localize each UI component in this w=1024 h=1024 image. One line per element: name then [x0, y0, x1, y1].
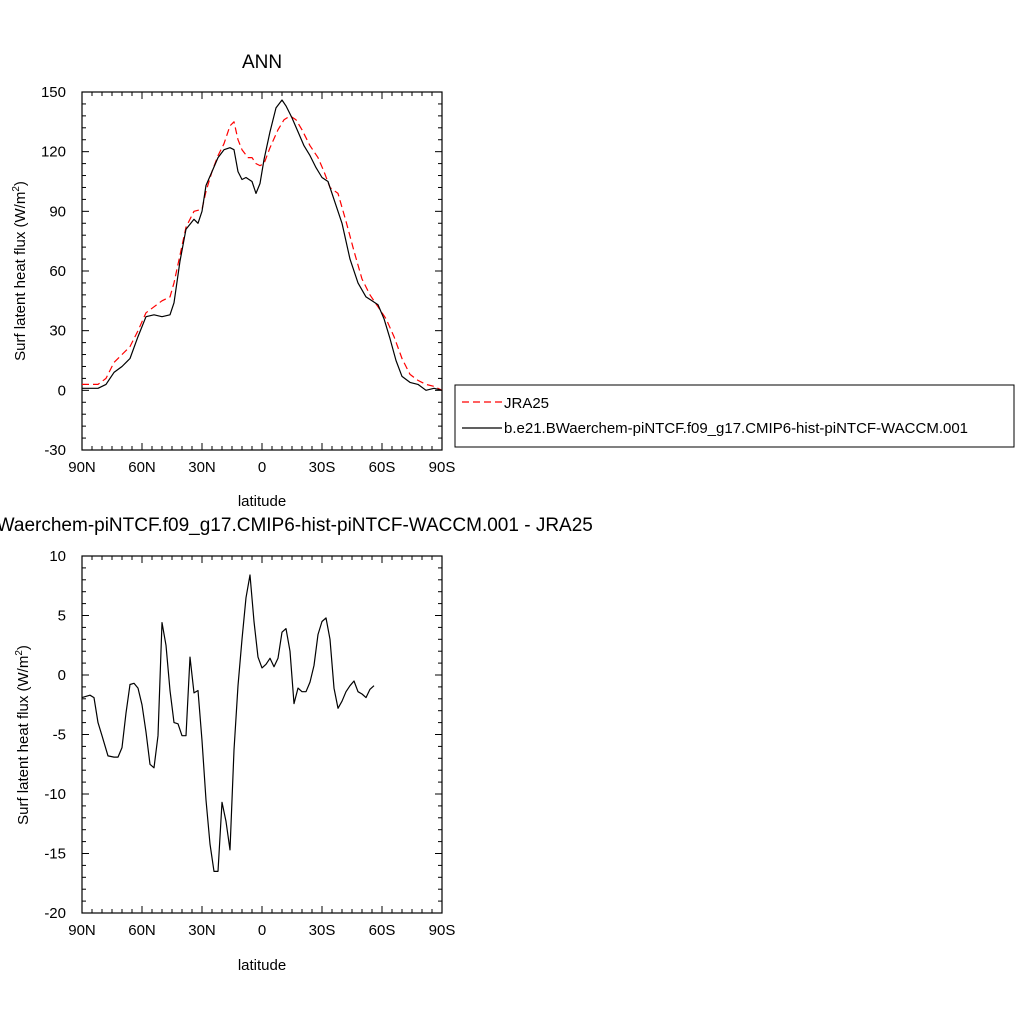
- bottom-x-tick-label: 90N: [68, 922, 96, 939]
- top-x-tick-label: 90S: [429, 459, 456, 476]
- bottom-x-tick-label: 60N: [128, 922, 156, 939]
- top-y-axis-label-sup: 2: [11, 186, 22, 192]
- top-series-line-2: [82, 99, 443, 391]
- bottom-y-tick-label: -10: [44, 786, 66, 803]
- top-y-tick-label: 0: [58, 382, 66, 399]
- top-y-axis-label-close: ): [12, 181, 29, 186]
- bottom-series-line-1: [81, 574, 375, 872]
- bottom-x-axis-label: latitude: [238, 957, 286, 974]
- top-x-tick-label: 30S: [309, 459, 336, 476]
- top-x-tick-label: 60N: [128, 459, 156, 476]
- bottom-y-axis-label-text: Surf latent heat flux (W/m: [15, 656, 32, 825]
- bottom-y-axis-label-sup: 2: [14, 650, 25, 656]
- top-x-axis-label: latitude: [238, 493, 286, 510]
- bottom-y-tick-label: 10: [49, 548, 66, 565]
- top-y-tick-label: 120: [41, 144, 66, 161]
- top-series-line-1: [82, 115, 443, 391]
- legend: JRA25 b.e21.BWaerchem-piNTCF.f09_g17.CMI…: [454, 384, 1015, 448]
- top-y-axis-label: Surf latent heat flux (W/m2): [11, 181, 29, 361]
- top-y-tick-label: 60: [49, 263, 66, 280]
- bottom-y-axis-label-close: ): [15, 645, 32, 650]
- legend-label-model: b.e21.BWaerchem-piNTCF.f09_g17.CMIP6-his…: [504, 420, 968, 437]
- top-x-tick-label: 90N: [68, 459, 96, 476]
- bottom-x-tick-label: 60S: [369, 922, 396, 939]
- top-x-tick-label: 0: [258, 459, 266, 476]
- top-y-axis-label-text: Surf latent heat flux (W/m: [12, 192, 29, 361]
- legend-label-jra25: JRA25: [504, 395, 549, 412]
- bottom-x-tick-label: 90S: [429, 922, 456, 939]
- bottom-y-axis-label: Surf latent heat flux (W/m2): [14, 645, 32, 825]
- bottom-chart-title: b.e21.BWaerchem-piNTCF.f09_g17.CMIP6-his…: [0, 515, 593, 536]
- top-y-tick-label: 30: [49, 323, 66, 340]
- bottom-x-tick-label: 30S: [309, 922, 336, 939]
- bottom-y-tick-label: 5: [58, 608, 66, 625]
- bottom-panel: b.e21.BWaerchem-piNTCF.f09_g17.CMIP6-his…: [0, 515, 593, 974]
- top-chart-title: ANN: [242, 52, 282, 73]
- bottom-x-tick-label: 30N: [188, 922, 216, 939]
- top-y-tick-label: 150: [41, 84, 66, 101]
- top-plot-area: 90N 60N 30N 0 30S 60S 90S -30 0 30 60 90 120 150: [41, 84, 455, 476]
- bottom-y-tick-label: -15: [44, 846, 66, 863]
- top-x-tick-label: 30N: [188, 459, 216, 476]
- top-plot-frame: [81, 91, 443, 451]
- top-y-tick-label: -30: [44, 442, 66, 459]
- legend-box: [454, 384, 1015, 448]
- top-y-tick-label: 90: [49, 203, 66, 220]
- bottom-plot-frame: [81, 555, 443, 914]
- bottom-plot-area: 90N 60N 30N 0 30S 60S 90S -20 -15 -10 -5 0 5 10: [44, 548, 455, 939]
- bottom-y-tick-label: -20: [44, 905, 66, 922]
- bottom-y-tick-label: 0: [58, 667, 66, 684]
- top-x-tick-label: 60S: [369, 459, 396, 476]
- bottom-y-tick-label: -5: [53, 727, 66, 744]
- top-panel: ANN latitude Surf latent heat flux (W/m2…: [11, 52, 1015, 510]
- bottom-x-tick-label: 0: [258, 922, 266, 939]
